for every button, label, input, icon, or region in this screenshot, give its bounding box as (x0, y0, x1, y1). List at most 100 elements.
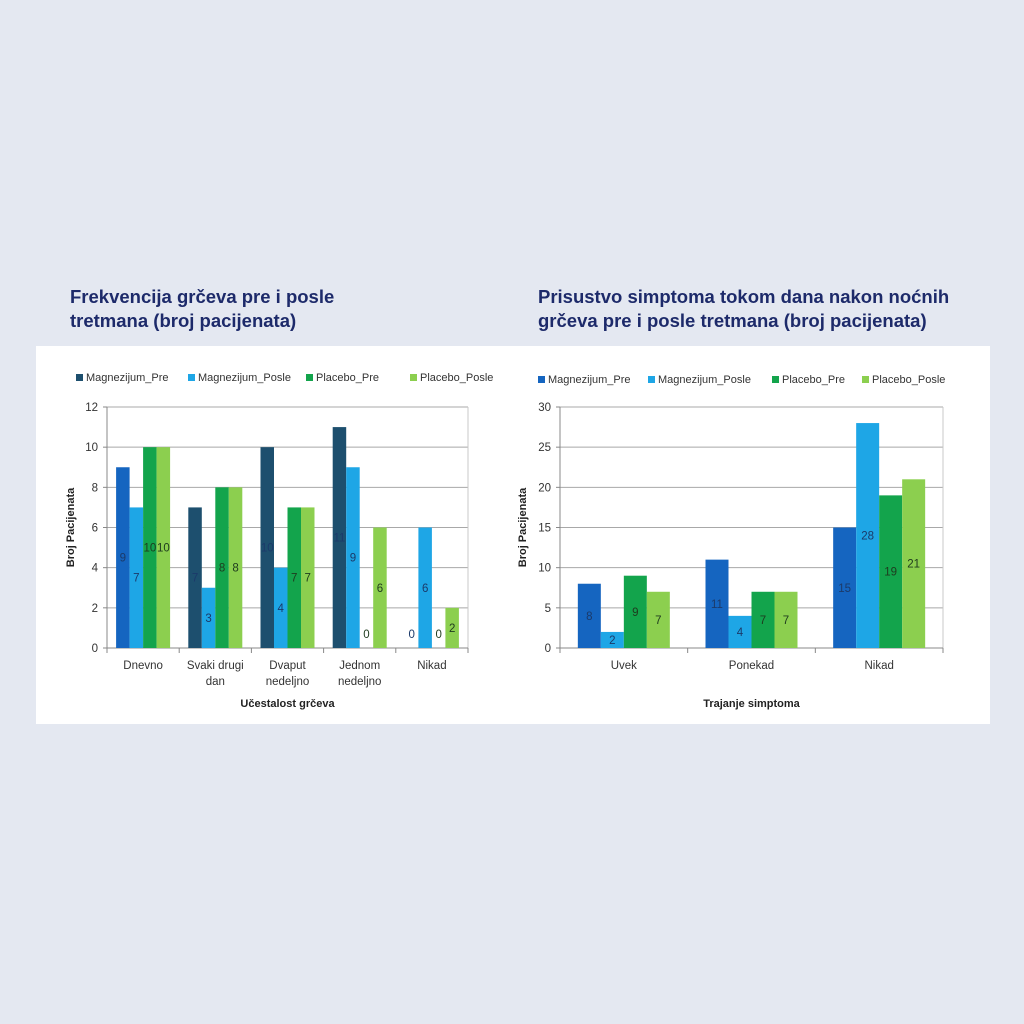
y-tick-label: 10 (85, 442, 98, 454)
legend-swatch (648, 376, 655, 383)
data-label: 9 (120, 553, 126, 565)
y-tick-label: 0 (545, 643, 551, 655)
y-tick-label: 20 (538, 482, 551, 494)
y-tick-label: 15 (538, 523, 551, 535)
bar-placebo-posle (902, 479, 926, 648)
y-axis-title: Broj Pacijenata (65, 487, 77, 567)
data-label: 4 (737, 627, 744, 639)
data-label: 7 (783, 615, 789, 627)
x-axis-title: Učestalost grčeva (240, 698, 335, 710)
legend-swatch (410, 374, 417, 381)
data-label: 7 (655, 615, 661, 627)
data-label: 10 (157, 543, 170, 555)
bar-placebo-pre (623, 575, 647, 648)
legend-label: Placebo_Posle (420, 372, 493, 384)
data-label: 15 (838, 583, 851, 595)
legend-label: Magnezijum_Posle (658, 374, 751, 386)
bar-placebo-posle (301, 507, 315, 648)
data-label: 19 (884, 567, 897, 579)
bar-placebo-posle (774, 591, 798, 648)
data-label: 11 (711, 599, 723, 611)
bar-magnezijum-posle (201, 587, 216, 648)
bar-placebo-posle (228, 487, 243, 648)
bar-magnezijum-pre (833, 527, 857, 648)
y-tick-label: 2 (92, 603, 98, 615)
bar-magnezijum-pre (705, 559, 729, 648)
data-label: 10 (143, 543, 156, 555)
data-label: 7 (305, 573, 311, 585)
y-tick-label: 4 (92, 563, 99, 575)
y-tick-label: 10 (538, 563, 551, 575)
bar-magnezijum-posle (129, 507, 144, 648)
chart-1-title: Frekvencija grčeva pre i posle tretmana … (70, 285, 334, 333)
y-tick-label: 12 (85, 402, 98, 414)
bar-placebo-posle (373, 527, 387, 648)
data-label: 3 (205, 613, 211, 625)
bar-magnezijum-posle (418, 527, 432, 648)
data-label: 7 (192, 573, 198, 585)
data-label: 6 (422, 583, 428, 595)
x-tick-label: Svaki drugi (187, 660, 244, 672)
bar-magnezijum-posle (728, 615, 752, 648)
bar-placebo-pre (751, 591, 775, 648)
x-tick-label: Ponekad (729, 660, 774, 672)
data-label: 9 (350, 553, 356, 565)
x-tick-label: dan (206, 676, 225, 688)
data-label: 2 (449, 623, 455, 635)
legend-label: Magnezijum_Pre (86, 372, 169, 384)
data-label: 0 (363, 629, 369, 641)
data-label: 8 (232, 563, 238, 575)
legend-label: Placebo_Pre (316, 372, 379, 384)
legend-swatch (188, 374, 195, 381)
data-label: 11 (333, 533, 345, 545)
bar-magnezijum-posle (600, 631, 624, 648)
data-label: 6 (377, 583, 383, 595)
data-label: 0 (435, 629, 441, 641)
data-label: 2 (609, 635, 615, 647)
bar-magnezijum-pre (332, 427, 347, 648)
data-label: 7 (760, 615, 766, 627)
legend-swatch (306, 374, 313, 381)
chart-1-title-line: tretmana (broj pacijenata) (70, 310, 297, 331)
y-tick-label: 8 (92, 482, 98, 494)
chart-2-title: Prisustvo simptoma tokom dana nakon noćn… (538, 285, 949, 333)
y-tick-label: 25 (538, 442, 551, 454)
bar-magnezijum-posle (856, 423, 880, 648)
chart-2-title-line: grčeva pre i posle tretmana (broj pacije… (538, 310, 927, 331)
y-tick-label: 6 (92, 523, 98, 535)
data-label: 4 (278, 603, 285, 615)
bar-placebo-pre (215, 487, 229, 648)
x-axis-title: Trajanje simptoma (703, 698, 800, 710)
chart-2-title-line: Prisustvo simptoma tokom dana nakon noćn… (538, 286, 950, 307)
bar-placebo-posle (445, 607, 459, 648)
bar-magnezijum-pre (577, 583, 601, 648)
y-axis-title: Broj Pacijenata (517, 487, 529, 567)
data-label: 0 (408, 629, 414, 641)
x-tick-label: Uvek (611, 660, 637, 672)
bar-magnezijum-posle (274, 567, 288, 648)
data-label: 7 (133, 573, 139, 585)
legend-label: Placebo_Pre (782, 374, 845, 386)
bar-placebo-posle (156, 447, 171, 648)
bar-placebo-pre (143, 447, 157, 648)
legend-label: Magnezijum_Pre (548, 374, 631, 386)
chart-1-title-line: Frekvencija grčeva pre i posle (70, 286, 335, 307)
bar-placebo-pre (287, 507, 301, 648)
x-tick-label: nedeljno (338, 676, 381, 688)
y-tick-label: 0 (92, 643, 98, 655)
x-tick-label: Jednom (339, 660, 380, 672)
x-tick-label: Nikad (864, 660, 893, 672)
x-tick-label: nedeljno (266, 676, 309, 688)
bar-magnezijum-pre (188, 507, 202, 648)
legend-label: Placebo_Posle (872, 374, 945, 386)
x-tick-label: Dvaput (269, 660, 306, 672)
bar-magnezijum-pre (116, 467, 130, 648)
data-label: 8 (219, 563, 225, 575)
legend-swatch (538, 376, 545, 383)
legend-swatch (862, 376, 869, 383)
bar-magnezijum-posle (346, 467, 360, 648)
x-tick-label: Dnevno (123, 660, 163, 672)
data-label: 7 (291, 573, 297, 585)
legend-swatch (76, 374, 83, 381)
data-label: 9 (632, 607, 638, 619)
